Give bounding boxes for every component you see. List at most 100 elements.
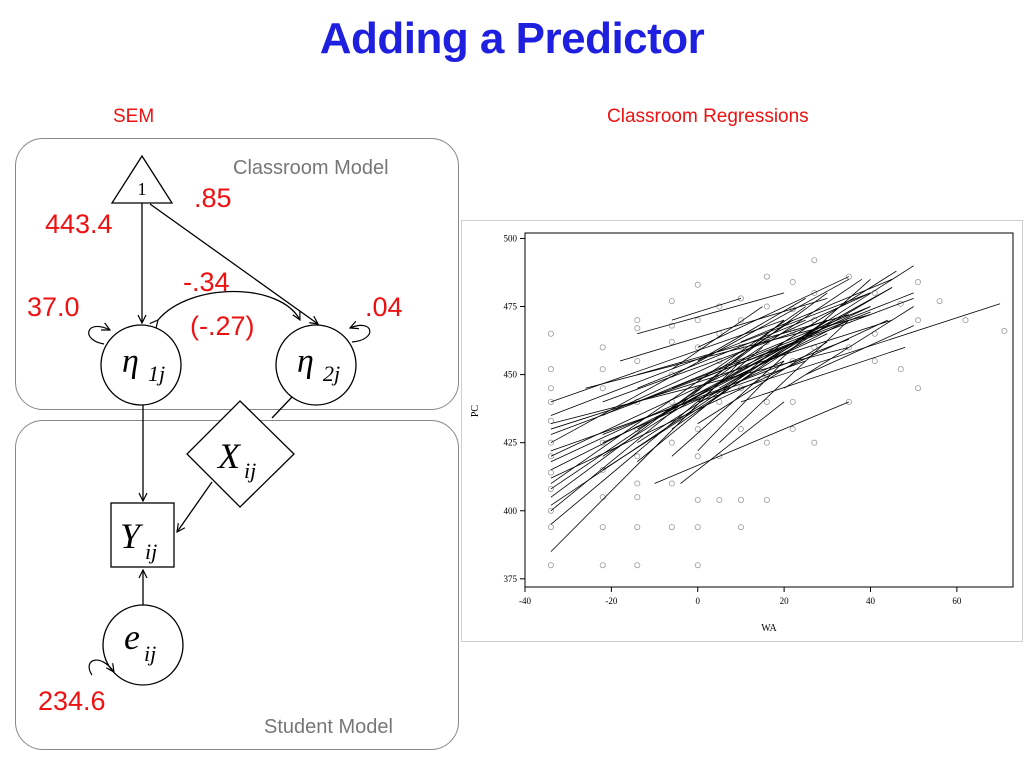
- data-point: [599, 494, 606, 501]
- regression-line: [654, 401, 850, 484]
- regression-line: [585, 314, 871, 389]
- data-point: [1001, 328, 1008, 335]
- regression-plot: -40 -20 0 20 40 60 375 400 425 450 475 500 WA PC: [470, 232, 1014, 634]
- regression-plot-frame: -40 -20 0 20 40 60 375 400 425 450 475 500 WA PC: [461, 220, 1023, 642]
- regression-line: [602, 325, 828, 471]
- regression-line: [550, 306, 806, 484]
- data-point: [634, 317, 641, 324]
- data-point: [634, 453, 641, 460]
- x-axis-label: WA: [761, 623, 777, 634]
- data-point: [547, 439, 554, 446]
- covariance-arrow: [158, 290, 300, 321]
- regression-line: [805, 325, 914, 375]
- x-symbol: X: [216, 436, 242, 476]
- regression-line: [637, 319, 806, 389]
- y-tick-label: 425: [504, 438, 518, 448]
- data-point: [668, 524, 675, 531]
- data-point: [668, 439, 675, 446]
- regression-line: [697, 298, 806, 362]
- data-point: [599, 562, 606, 569]
- regression-line: [697, 360, 785, 452]
- eta1-node: [100, 324, 182, 406]
- data-point: [668, 298, 675, 305]
- slide-title: Adding a Predictor: [319, 14, 705, 63]
- y-tick-label: 375: [504, 574, 518, 584]
- data-point: [599, 524, 606, 531]
- regression-line: [637, 265, 914, 444]
- data-point: [789, 398, 796, 405]
- regression-line: [719, 319, 850, 443]
- data-point: [547, 453, 554, 460]
- data-point: [763, 496, 770, 503]
- student-model-label: Student Model: [264, 716, 393, 738]
- data-point: [547, 562, 554, 569]
- regression-line: [671, 278, 871, 457]
- regression-line: [671, 319, 828, 430]
- eta1-mean-value: 443.4: [45, 209, 113, 239]
- regression-line: [697, 311, 871, 381]
- data-point: [634, 357, 641, 364]
- regression-line: [697, 303, 1001, 403]
- regression-line: [637, 292, 785, 335]
- data-point: [914, 279, 921, 286]
- regression-line: [602, 360, 785, 444]
- regression-line: [550, 278, 850, 444]
- regressions-heading: Classroom Regressions: [607, 106, 809, 127]
- data-point: [763, 273, 770, 280]
- regression-line: [550, 360, 742, 552]
- eta2-mean-value: .85: [194, 183, 232, 213]
- regression-line: [637, 314, 850, 375]
- y-tick-label: 400: [504, 506, 518, 516]
- data-point: [547, 417, 554, 424]
- data-point: [737, 426, 744, 433]
- x-subscript: ij: [244, 458, 256, 483]
- sem-diagram: 1 η 1j η 2j X ij Y ij e ij: [88, 154, 371, 686]
- data-point: [897, 366, 904, 373]
- regression-line: [671, 297, 742, 321]
- data-point: [547, 524, 554, 531]
- classroom-model-label: Classroom Model: [233, 157, 389, 179]
- eta1-symbol: η: [122, 343, 139, 380]
- data-point: [547, 469, 554, 476]
- y-tick-label: 450: [504, 370, 518, 380]
- regression-line: [619, 297, 828, 362]
- data-point: [845, 398, 852, 405]
- y-tick-label: 500: [504, 233, 518, 243]
- data-point: [694, 496, 701, 503]
- regression-line: [550, 319, 888, 479]
- eta2-variance-value: .04: [365, 292, 403, 322]
- data-point: [914, 385, 921, 392]
- eta1-variance-value: 37.0: [27, 292, 80, 322]
- regression-line: [671, 347, 785, 408]
- data-point: [763, 303, 770, 310]
- data-point: [763, 398, 770, 405]
- mean-path-eta2: [149, 203, 318, 324]
- x-tick-label: 0: [695, 596, 700, 606]
- data-point: [599, 344, 606, 351]
- plot-area: [524, 232, 1014, 588]
- regression-line: [740, 346, 906, 403]
- regression-line: [697, 341, 828, 424]
- data-point: [789, 279, 796, 286]
- regression-line: [550, 347, 763, 525]
- data-point: [668, 338, 675, 345]
- data-point: [811, 257, 818, 264]
- error-variance-value: 234.6: [38, 686, 106, 716]
- data-point: [668, 480, 675, 487]
- data-point: [547, 330, 554, 337]
- regression-line: [740, 278, 893, 343]
- regression-line: [697, 276, 850, 348]
- path-eta2-x: [271, 396, 293, 419]
- data-point: [716, 496, 723, 503]
- x-tick-label: 40: [866, 596, 876, 606]
- data-point: [599, 466, 606, 473]
- variance-loop-eta1: [88, 326, 110, 345]
- data-point: [599, 366, 606, 373]
- data-point: [547, 366, 554, 373]
- data-point: [811, 439, 818, 446]
- data-point: [737, 385, 744, 392]
- data-point: [694, 453, 701, 460]
- data-point: [668, 322, 675, 329]
- data-point: [737, 317, 744, 324]
- x-tick-label: -20: [605, 596, 617, 606]
